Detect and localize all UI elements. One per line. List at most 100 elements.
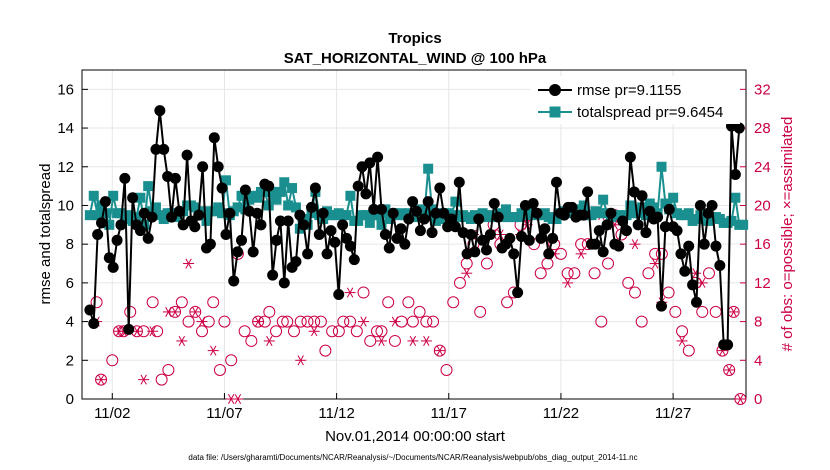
rmse-point [216, 182, 228, 194]
rmse-point [411, 205, 423, 217]
obs-possible-marker [427, 315, 440, 328]
rmse-point [302, 248, 314, 260]
obs-possible-marker [453, 276, 466, 289]
y2-tick-label: 4 [754, 352, 762, 369]
obs-possible-marker [301, 315, 314, 328]
rmse-point [601, 219, 613, 231]
obs-possible-marker [350, 325, 363, 338]
obs-assimilated-stroke [651, 258, 659, 269]
obs-assimilated-stroke [165, 306, 172, 317]
obs-assimilated-marker [562, 277, 574, 288]
obs-assimilated-stroke [360, 316, 367, 327]
rmse-point [418, 213, 430, 225]
rmse-point [733, 122, 745, 134]
rmse-point [698, 238, 710, 250]
rmse-point [550, 176, 562, 188]
rmse-point [379, 229, 391, 240]
rmse-point [543, 248, 555, 260]
rmse-point [484, 229, 496, 240]
totalspread-point [598, 194, 609, 205]
totalspread-point [220, 175, 231, 186]
rmse-point [274, 215, 286, 227]
totalspread-point [372, 210, 383, 221]
rmse-point [605, 207, 617, 219]
rmse-point [714, 259, 726, 271]
obs-assimilated-marker [734, 393, 746, 405]
totalspread-point [726, 215, 737, 226]
rmse-point [632, 219, 644, 231]
obs-possible-marker [413, 305, 426, 318]
obs-possible-marker [655, 247, 668, 260]
rmse-point [395, 223, 407, 235]
obs-possible-marker [245, 334, 258, 347]
rmse-point [403, 213, 415, 225]
totalspread-point [267, 186, 278, 197]
obs-possible-marker [225, 354, 238, 367]
rmse-point [624, 151, 636, 163]
obs-possible-marker [447, 296, 460, 309]
obs-assimilated-stroke [133, 326, 141, 337]
legend-rmse-marker [549, 84, 561, 96]
rmse-point [597, 246, 609, 258]
rmse-point [197, 161, 209, 173]
totalspread-point [578, 200, 589, 211]
obs-assimilated-marker [176, 335, 188, 346]
y2-tick-label: 8 [754, 314, 762, 331]
rmse-point [690, 296, 702, 308]
totalspread-point [108, 190, 119, 201]
rmse-point [368, 203, 380, 215]
obs-markers [90, 209, 747, 405]
y2-axis: 0 4 8 12 16 20 24 28 32 [740, 81, 771, 408]
totalspread-point [271, 194, 282, 205]
obs-possible-marker [276, 315, 289, 328]
totalspread-point [625, 200, 636, 211]
rmse-point [189, 221, 201, 233]
rmse-point [659, 221, 671, 233]
obs-possible-marker [294, 315, 307, 328]
obs-assimilated-stroke [198, 316, 206, 327]
y-tick-label: 0 [66, 391, 74, 408]
rmse-point [313, 229, 325, 240]
obs-assimilated-stroke [178, 335, 186, 346]
obs-assimilated-marker [263, 335, 275, 346]
rmse-point [239, 184, 251, 196]
totalspread-point [738, 219, 749, 230]
obs-assimilated-stroke [266, 335, 273, 346]
obs-possible-marker [162, 363, 175, 376]
obs-assimilated-stroke [185, 258, 192, 269]
obs-assimilated-stroke [297, 355, 304, 366]
rmse-point [228, 275, 240, 287]
obs-possible-marker [155, 373, 168, 386]
obs-possible-marker [480, 257, 493, 270]
rmse-point [566, 201, 578, 213]
y2-axis-label: # of obs: o=possible; ×=assimilated [779, 117, 796, 352]
rmse-point [208, 132, 220, 144]
rmse-point [150, 143, 162, 155]
y2-tick-label: 16 [754, 236, 771, 253]
obs-possible-marker [534, 267, 547, 280]
rmse-point [593, 225, 605, 237]
totalspread-point [287, 183, 298, 194]
rmse-point [278, 277, 290, 289]
y2-tick-label: 12 [754, 275, 771, 292]
y-tick-label: 16 [57, 81, 74, 98]
obs-possible-marker [308, 315, 321, 328]
rmse-point [298, 219, 310, 231]
rmse-point [325, 225, 337, 237]
rmse-point [306, 201, 318, 213]
rmse-point [333, 288, 345, 300]
obs-possible-marker [196, 325, 209, 338]
legend-background [530, 76, 740, 124]
totalspread-point [341, 210, 352, 221]
rmse-point [232, 246, 244, 258]
obs-assimilated-marker [375, 335, 387, 346]
rmse-point [329, 236, 341, 248]
totalspread-point [450, 196, 461, 207]
totalspread-point [283, 200, 294, 211]
obs-assimilated-marker [407, 335, 419, 346]
totalspread-point [633, 208, 644, 219]
totalspread-point [92, 210, 103, 221]
rmse-point [348, 254, 360, 266]
totalspread-point [104, 219, 115, 230]
rmse-point [360, 188, 372, 200]
